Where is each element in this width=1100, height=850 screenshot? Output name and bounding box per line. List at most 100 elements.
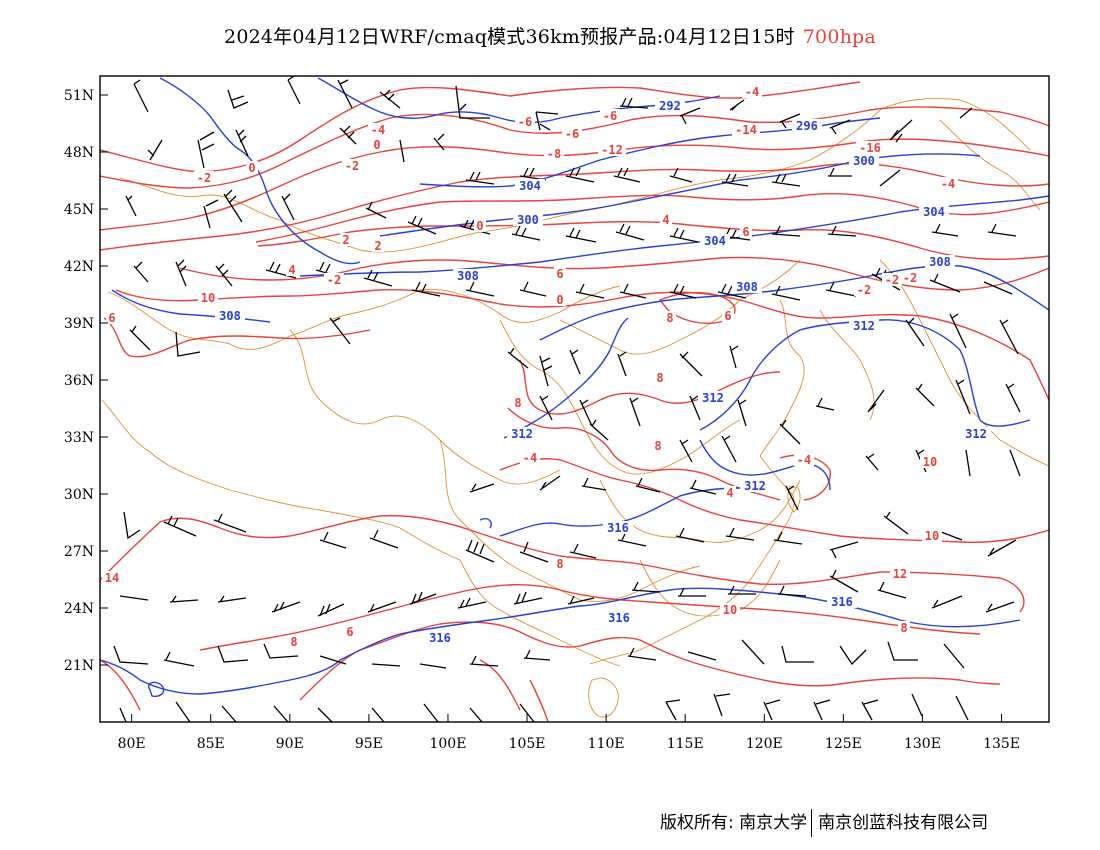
wind-barb [319,531,347,549]
temperature-contour-label: 0 [476,219,483,233]
height-label-bg [604,611,634,624]
temp-label-bg [344,625,356,638]
temp-label-bg [720,603,740,616]
temperature-contour-label: -2 [885,273,899,287]
temp-label-bg [724,486,736,499]
temperature-contour-label: 0 [556,293,563,307]
wind-barb [419,663,447,669]
height-label-bg [700,234,730,247]
temperature-contour-label: 4 [288,263,295,277]
temperature-contour-label: 8 [656,371,663,385]
height-label-bg [740,479,770,492]
temperature-contour-label: 8 [290,635,297,649]
temp-label-bg [554,293,566,306]
wind-barb [781,645,814,663]
wind-barb [887,641,918,661]
wind-barb [163,651,195,667]
temperature-contour-label: -4 [745,85,759,99]
wind-barb [771,285,801,301]
temp-contour [257,221,1049,260]
temperature-contour-label: 4 [726,486,733,500]
wind-barb [379,89,401,109]
wind-barb [371,663,401,667]
coastline [819,309,875,421]
wind-barb [965,449,971,477]
temp-label-bg [371,138,383,151]
height-contour-label: 316 [831,595,853,609]
wind-barb [631,581,661,593]
temp-label-bg [562,127,582,140]
temperature-contour-label: -16 [859,141,881,155]
height-label-bg [507,427,537,440]
temp-contour [115,289,1049,401]
wind-barb [567,595,595,605]
temperature-contour-label: 4 [662,213,669,227]
wind-barb [929,273,961,293]
wind-barb [687,651,717,661]
wind-barb [669,167,693,183]
temp-contour [100,162,1049,251]
wind-barb [615,223,645,241]
temp-label-bg [652,439,664,452]
province-border [639,559,781,617]
wind-barb [983,281,1013,295]
temp-label-bg [515,115,535,128]
temperature-contour-label: 10 [201,291,215,305]
height-contour-label: 308 [736,280,758,294]
temp-label-bg [194,171,214,184]
temp-label-bg [900,271,920,284]
temp-contour [199,584,981,651]
wind-barb [669,283,697,299]
temp-label-bg [554,557,566,570]
height-label-bg [425,631,455,644]
wind-barb [407,215,437,235]
wind-barb [263,643,299,659]
temp-contour [103,317,371,358]
height-contour-label: 300 [517,213,539,227]
y-tick-label: 27N [64,544,94,560]
wind-barb [721,435,737,463]
height-label-bg [603,521,633,534]
wind-barb [619,97,649,109]
wind-barb [133,79,149,113]
height-contour [339,587,1021,661]
height-contour-label: 312 [853,319,875,333]
temperature-contour-label: 8 [514,396,521,410]
temperature-contour-label: -4 [523,451,537,465]
wind-barb [931,595,963,609]
temp-contour [299,621,1001,701]
wind-barb [879,169,901,187]
temp-label-bg [938,177,958,190]
temp-label-bg [854,283,874,296]
wind-barb [613,167,641,183]
temp-label-bg [890,567,910,580]
temp-label-bg [246,161,258,174]
wind-barb [905,317,925,347]
province-border [289,329,561,485]
height-contour-label: 296 [796,119,818,133]
height-contour-label: 308 [929,255,951,269]
temperature-contour-label: 12 [893,567,907,581]
height-contour [699,319,1031,431]
wind-barb [265,261,297,279]
height-contour-label: 308 [219,309,241,323]
temp-label-bg [342,159,362,172]
wind-barb [465,171,495,185]
height-contour-label: 312 [965,427,987,441]
copyright-text: 版权所有: 南京大学 [660,813,808,833]
wind-barb [565,167,595,183]
wind-barb [197,131,215,169]
temperature-contour-label: 6 [108,311,115,325]
temp-label-bg [660,213,672,226]
x-tick-label: 105E [509,736,546,752]
x-tick-label: 85E [197,736,225,752]
temperature-contour-label: -2 [857,283,871,297]
wind-barb [619,283,647,299]
temp-label-bg [664,311,676,324]
y-tick-label: 48N [64,145,94,161]
wind-barb [617,351,627,377]
footer-separator [811,809,813,837]
height-label-bg [925,255,955,268]
country-border [101,399,621,667]
temp-label-bg [856,141,884,154]
